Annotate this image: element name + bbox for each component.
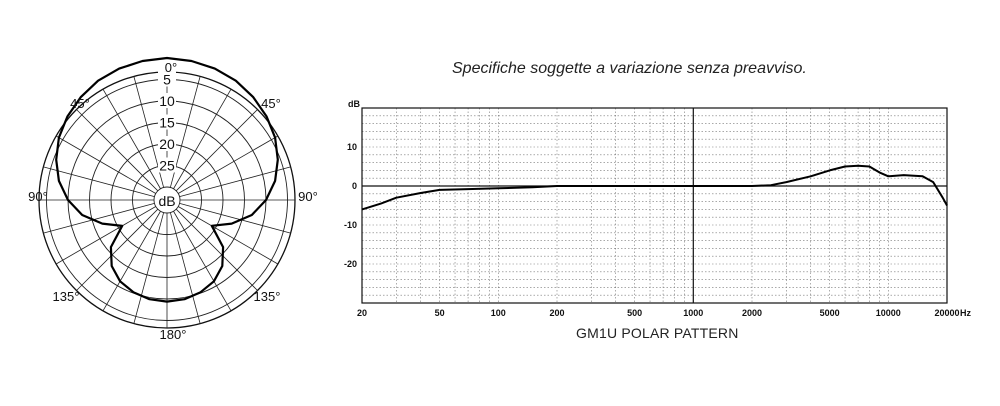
ring-label: 15 <box>159 115 175 131</box>
polar-spoke <box>175 109 258 192</box>
polar-spoke <box>76 109 159 192</box>
angle-label: 90° <box>28 189 48 204</box>
polar-spoke <box>173 211 232 312</box>
y-tick-label: 10 <box>347 142 357 152</box>
polar-spoke <box>55 135 156 194</box>
x-tick-label: 200 <box>549 308 564 318</box>
y-axis-label: dB <box>348 99 360 109</box>
polar-center-label: dB <box>158 193 175 209</box>
angle-label: 180° <box>160 327 187 342</box>
x-tick-label: 500 <box>627 308 642 318</box>
y-tick-label: -20 <box>344 259 357 269</box>
x-tick-label: 5000 <box>820 308 840 318</box>
x-tick-label: 20000 <box>934 308 959 318</box>
polar-spoke <box>55 206 156 265</box>
polar-spoke <box>76 208 159 291</box>
polar-spoke <box>178 135 279 194</box>
angle-label: 135° <box>254 289 281 304</box>
x-tick-label: 50 <box>435 308 445 318</box>
ring-label-background <box>158 114 176 130</box>
angle-label: 135° <box>53 289 80 304</box>
disclaimer-note: Specifiche soggette a variazione senza p… <box>452 60 807 77</box>
polar-spoke <box>43 202 155 234</box>
ring-label-background <box>158 136 176 151</box>
angle-label: 0° <box>165 60 177 75</box>
ring-label: 20 <box>159 136 175 152</box>
frequency-response-curve <box>361 164 948 211</box>
plot-frame <box>361 107 948 304</box>
polar-pattern-curve <box>55 56 279 303</box>
angle-label: 90° <box>298 189 318 204</box>
polar-spoke <box>133 212 165 324</box>
x-tick-label: 100 <box>491 308 506 318</box>
polar-spoke <box>102 88 161 189</box>
polar-spoke <box>173 88 232 189</box>
polar-spoke <box>178 206 279 265</box>
ring-label-background <box>158 71 176 87</box>
y-tick-label: 0 <box>352 181 357 191</box>
ring-label: 5 <box>163 72 171 88</box>
ring-label: 25 <box>159 158 175 174</box>
angle-label: 45° <box>261 96 281 111</box>
x-tick-label: 20 <box>357 308 367 318</box>
polar-spoke <box>102 211 161 312</box>
angle-label: 45° <box>70 96 90 111</box>
x-tick-label: 10000 <box>876 308 901 318</box>
x-unit-label: Hz <box>960 308 971 318</box>
polar-spoke <box>169 212 201 324</box>
polar-pattern-chart: 5 10 15 20 25 dB 0° 45° 45° 90° 90° 135° 135° 180° <box>28 56 318 342</box>
ring-label-background <box>158 93 176 108</box>
ring-label-background <box>158 157 176 173</box>
polar-spoke <box>43 166 155 198</box>
polar-spoke <box>175 208 258 291</box>
chart-caption: GM1U POLAR PATTERN <box>576 325 739 341</box>
polar-spoke <box>179 202 291 234</box>
y-tick-label: -10 <box>344 220 357 230</box>
ring-label: 10 <box>159 93 175 109</box>
x-tick-label: 1000 <box>683 308 703 318</box>
polar-spoke <box>179 166 291 198</box>
x-tick-label: 2000 <box>742 308 762 318</box>
